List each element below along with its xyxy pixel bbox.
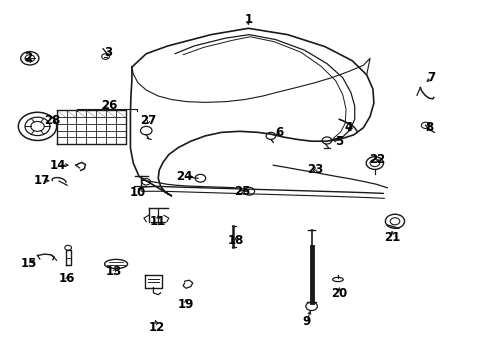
Text: 12: 12 [149, 321, 165, 334]
Text: 21: 21 [383, 231, 399, 244]
Text: 16: 16 [59, 272, 75, 285]
Text: 20: 20 [330, 287, 347, 300]
Text: 27: 27 [140, 114, 157, 127]
Text: 22: 22 [369, 153, 385, 166]
Text: 26: 26 [101, 99, 117, 112]
Text: 25: 25 [233, 185, 250, 198]
Text: 6: 6 [274, 126, 283, 139]
Text: 19: 19 [178, 298, 194, 311]
Text: 14: 14 [49, 159, 66, 172]
Text: 11: 11 [150, 215, 166, 228]
Text: 18: 18 [227, 234, 244, 247]
Text: 2: 2 [24, 51, 32, 64]
Text: 1: 1 [244, 13, 252, 26]
Text: 23: 23 [306, 163, 323, 176]
Text: 9: 9 [302, 315, 310, 328]
Text: 4: 4 [344, 121, 352, 134]
Text: 10: 10 [130, 186, 146, 199]
Text: 24: 24 [176, 170, 192, 183]
Text: 5: 5 [335, 135, 343, 148]
Text: 17: 17 [34, 174, 50, 187]
Text: 13: 13 [106, 265, 122, 278]
Text: 3: 3 [103, 46, 112, 59]
Text: 8: 8 [424, 121, 432, 134]
Text: 28: 28 [44, 114, 61, 127]
Text: 7: 7 [427, 71, 435, 84]
Text: 15: 15 [20, 257, 37, 270]
